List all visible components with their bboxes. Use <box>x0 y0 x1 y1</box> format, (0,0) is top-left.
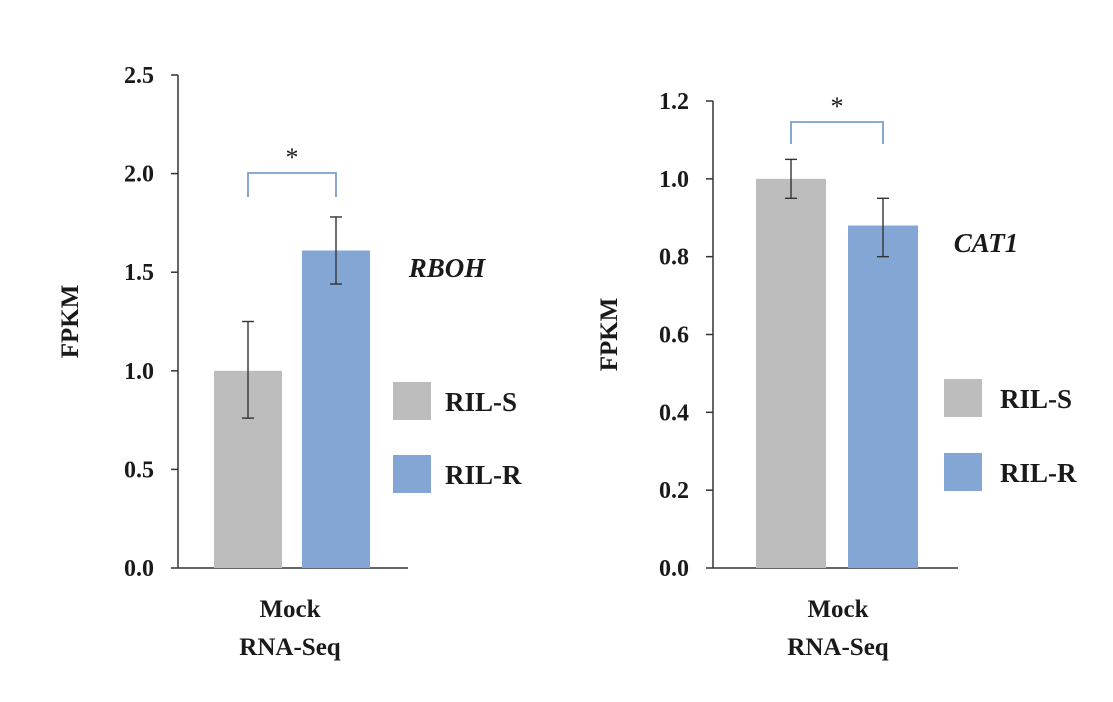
y-tick-label: 0.8 <box>659 245 689 271</box>
y-tick-label: 1.0 <box>124 359 154 385</box>
x-category-label: Mock <box>807 596 868 623</box>
y-tick-label: 0.2 <box>659 478 689 504</box>
legend-label-ril-r: RIL-R <box>1000 458 1077 488</box>
legend-label-ril-s: RIL-S <box>445 387 517 417</box>
y-tick-label: 0.6 <box>659 323 689 349</box>
y-tick-label: 1.2 <box>659 89 689 115</box>
x-category-label: RNA-Seq <box>787 634 888 661</box>
significance-bracket <box>247 172 337 197</box>
y-tick-label: 2.5 <box>124 63 154 89</box>
gene-label: CAT1 <box>954 228 1019 258</box>
y-tick-label: 0.0 <box>124 556 154 582</box>
y-axis-title: FPKM <box>596 298 623 372</box>
y-tick-label: 2.0 <box>124 162 154 188</box>
bar-ril-s <box>756 178 826 569</box>
legend-swatch-ril-r <box>393 455 431 493</box>
y-tick-label: 0.4 <box>659 400 689 426</box>
y-tick-label: 1.5 <box>124 260 154 286</box>
gene-label: RBOH <box>408 253 487 283</box>
legend-swatch-ril-s <box>944 379 982 417</box>
bar-ril-r <box>848 225 918 569</box>
y-axis-title: FPKM <box>57 285 84 359</box>
chart-2: 0.0 0.2 0.4 0.6 0.8 1.0 1.2 FPKM * CAT1 RIL-S RIL-R… <box>596 89 1077 661</box>
legend-label-ril-r: RIL-R <box>445 460 522 490</box>
legend-swatch-ril-s <box>393 382 431 420</box>
y-tick-label: 0.5 <box>124 457 154 483</box>
x-category-label: RNA-Seq <box>239 634 340 661</box>
significance-marker: * <box>286 143 299 172</box>
legend-label-ril-s: RIL-S <box>1000 384 1072 414</box>
chart-1: 0.0 0.5 1.0 1.5 2.0 2.5 FPKM * RBOH RIL-S RIL-R Moc… <box>57 63 522 661</box>
legend-swatch-ril-r <box>944 453 982 491</box>
significance-bracket <box>790 121 884 144</box>
y-tick-label: 1.0 <box>659 167 689 193</box>
x-category-label: Mock <box>259 596 320 623</box>
y-tick-label: 0.0 <box>659 556 689 582</box>
bar-ril-r <box>302 250 370 568</box>
significance-marker: * <box>831 92 844 121</box>
